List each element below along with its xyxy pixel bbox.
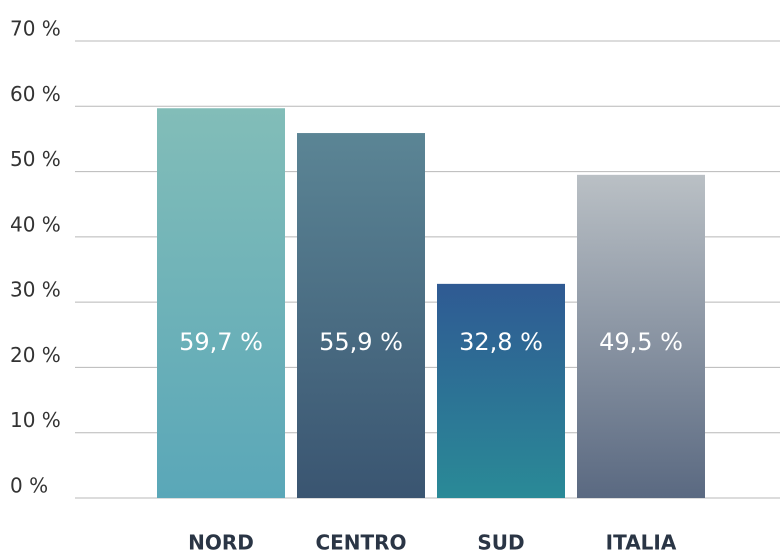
value-label: 59,7 % bbox=[179, 328, 263, 356]
bar bbox=[577, 174, 705, 499]
bar bbox=[437, 283, 565, 498]
value-label: 55,9 % bbox=[319, 328, 403, 356]
y-tick-label: 20 % bbox=[10, 343, 61, 367]
value-label: 49,5 % bbox=[599, 328, 683, 356]
x-tick-label: SUD bbox=[477, 531, 524, 554]
y-tick-label: 40 % bbox=[10, 212, 61, 236]
bar bbox=[157, 108, 285, 498]
bar bbox=[297, 133, 425, 498]
y-tick-label: 10 % bbox=[10, 408, 61, 432]
y-tick-label: 70 % bbox=[10, 17, 61, 41]
x-tick-label: ITALIA bbox=[606, 531, 677, 554]
y-tick-label: 30 % bbox=[10, 278, 61, 302]
x-tick-label: CENTRO bbox=[315, 531, 406, 554]
y-tick-label: 50 % bbox=[10, 147, 61, 171]
value-label: 32,8 % bbox=[459, 328, 543, 356]
y-tick-label: 0 % bbox=[10, 474, 48, 498]
x-tick-label: NORD bbox=[188, 531, 254, 554]
y-tick-label: 60 % bbox=[10, 82, 61, 106]
